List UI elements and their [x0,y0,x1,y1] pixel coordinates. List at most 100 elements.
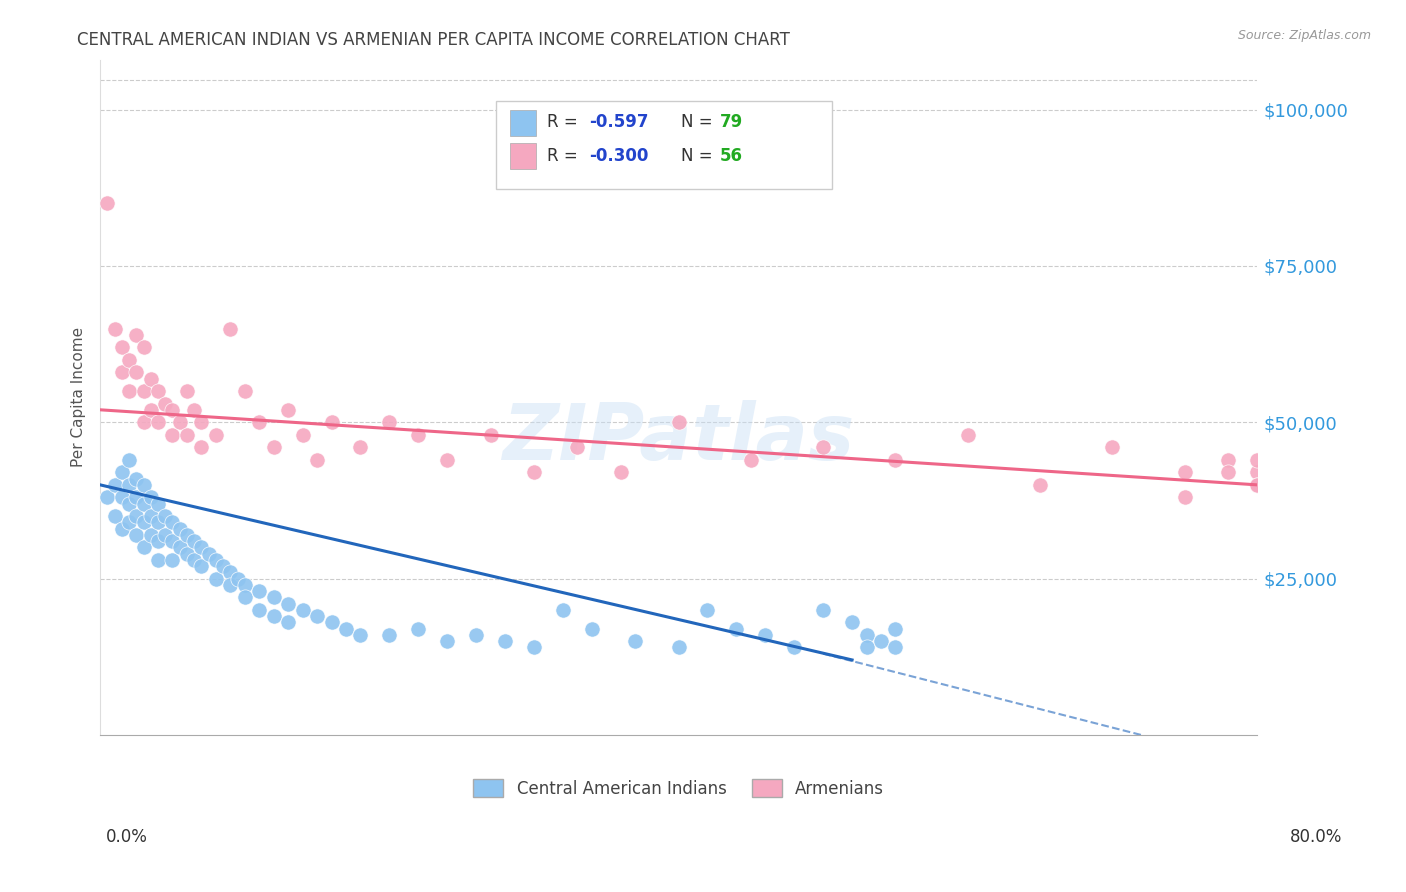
Point [349,628,371,642]
Point [855,640,877,655]
Point [609,466,631,480]
Point [436,453,458,467]
Point [378,415,401,429]
Point [204,553,226,567]
Point [132,478,155,492]
Text: CENTRAL AMERICAN INDIAN VS ARMENIAN PER CAPITA INCOME CORRELATION CHART: CENTRAL AMERICAN INDIAN VS ARMENIAN PER … [77,31,790,49]
Point [321,615,343,630]
Point [146,497,169,511]
Point [176,547,198,561]
Point [212,559,235,574]
Point [841,615,863,630]
Point [132,516,155,530]
Point [1246,466,1268,480]
Point [139,371,162,385]
Text: 79: 79 [720,113,744,131]
Point [190,559,212,574]
Point [118,478,141,492]
Point [811,440,834,454]
Point [668,640,690,655]
Point [132,415,155,429]
Point [277,597,299,611]
Point [725,622,748,636]
Text: 56: 56 [720,147,742,165]
Point [479,427,502,442]
Point [523,466,546,480]
Point [176,427,198,442]
Point [162,534,184,549]
Y-axis label: Per Capita Income: Per Capita Income [72,327,86,467]
Point [567,440,589,454]
Point [436,634,458,648]
Point [277,402,299,417]
Point [1216,466,1239,480]
Point [132,340,155,354]
Point [247,603,270,617]
Point [176,528,198,542]
Point [183,402,205,417]
Point [139,402,162,417]
Point [1029,478,1052,492]
Point [263,591,285,605]
Text: -0.597: -0.597 [589,113,648,131]
Point [378,628,401,642]
Point [247,415,270,429]
Point [118,384,141,398]
Point [125,528,148,542]
Point [146,534,169,549]
Point [335,622,357,636]
Point [1246,478,1268,492]
Point [219,321,242,335]
Text: R =: R = [547,147,583,165]
Point [233,591,256,605]
Point [305,609,328,624]
Point [204,427,226,442]
Point [1101,440,1123,454]
Point [956,427,979,442]
Legend: Central American Indians, Armenians: Central American Indians, Armenians [467,772,890,805]
Point [183,534,205,549]
Point [146,553,169,567]
Point [855,628,877,642]
Point [1174,491,1197,505]
Point [125,472,148,486]
Point [153,509,176,524]
Point [139,509,162,524]
Point [162,553,184,567]
Point [219,566,242,580]
Point [139,528,162,542]
Point [291,427,314,442]
Point [190,440,212,454]
Point [162,427,184,442]
Point [226,572,249,586]
Point [132,384,155,398]
Point [581,622,603,636]
Point [624,634,647,648]
Text: ZIPatlas: ZIPatlas [502,400,855,475]
Point [118,453,141,467]
Point [551,603,574,617]
Point [176,384,198,398]
Point [754,628,776,642]
Point [125,365,148,379]
Point [1246,478,1268,492]
Point [811,603,834,617]
Point [104,478,127,492]
Point [291,603,314,617]
Point [169,415,191,429]
Point [132,541,155,555]
Point [884,622,907,636]
Point [247,584,270,599]
Point [153,528,176,542]
Point [118,497,141,511]
Point [349,440,371,454]
Point [139,491,162,505]
Point [169,541,191,555]
Text: -0.300: -0.300 [589,147,648,165]
Point [277,615,299,630]
Point [190,415,212,429]
Text: 80.0%: 80.0% [1291,828,1343,846]
Point [197,547,219,561]
Point [1174,466,1197,480]
Text: N =: N = [681,147,717,165]
